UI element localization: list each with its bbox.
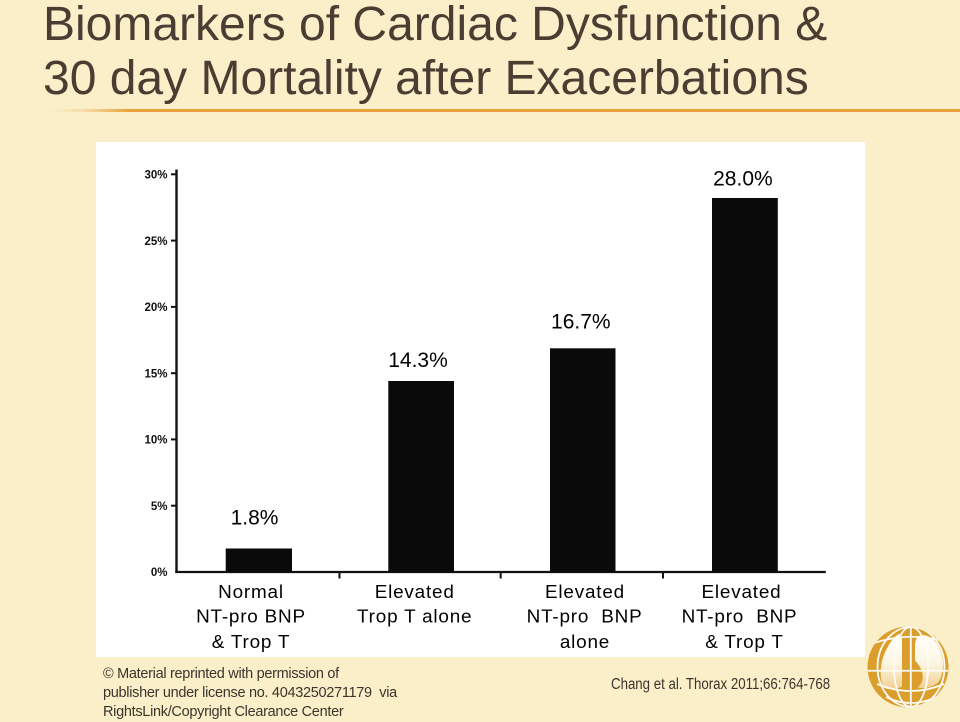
svg-text:NT-pro BNP: NT-pro BNP	[196, 606, 306, 627]
svg-text:NT-pro BNP: NT-pro BNP	[682, 606, 798, 627]
svg-text:14.3%: 14.3%	[388, 349, 448, 372]
svg-text:5%: 5%	[151, 501, 168, 513]
svg-text:& Trop T: & Trop T	[212, 632, 291, 653]
svg-text:0%: 0%	[151, 567, 168, 579]
svg-text:16.7%: 16.7%	[551, 310, 611, 333]
svg-text:15%: 15%	[144, 368, 167, 380]
svg-text:Normal: Normal	[218, 582, 284, 603]
svg-text:Elevated: Elevated	[545, 582, 625, 603]
svg-text:20%: 20%	[144, 302, 167, 314]
svg-text:28.0%: 28.0%	[713, 167, 773, 190]
svg-text:Trop T alone: Trop T alone	[357, 606, 472, 627]
svg-text:NT-pro BNP: NT-pro BNP	[527, 606, 643, 627]
svg-text:alone: alone	[560, 632, 610, 653]
svg-text:Elevated: Elevated	[702, 582, 782, 603]
svg-text:10%: 10%	[144, 435, 167, 447]
svg-text:30%: 30%	[144, 170, 167, 182]
svg-text:Elevated: Elevated	[375, 582, 455, 603]
svg-text:25%: 25%	[144, 236, 167, 248]
svg-text:& Trop T: & Trop T	[705, 632, 784, 653]
svg-text:1.8%: 1.8%	[231, 507, 279, 530]
